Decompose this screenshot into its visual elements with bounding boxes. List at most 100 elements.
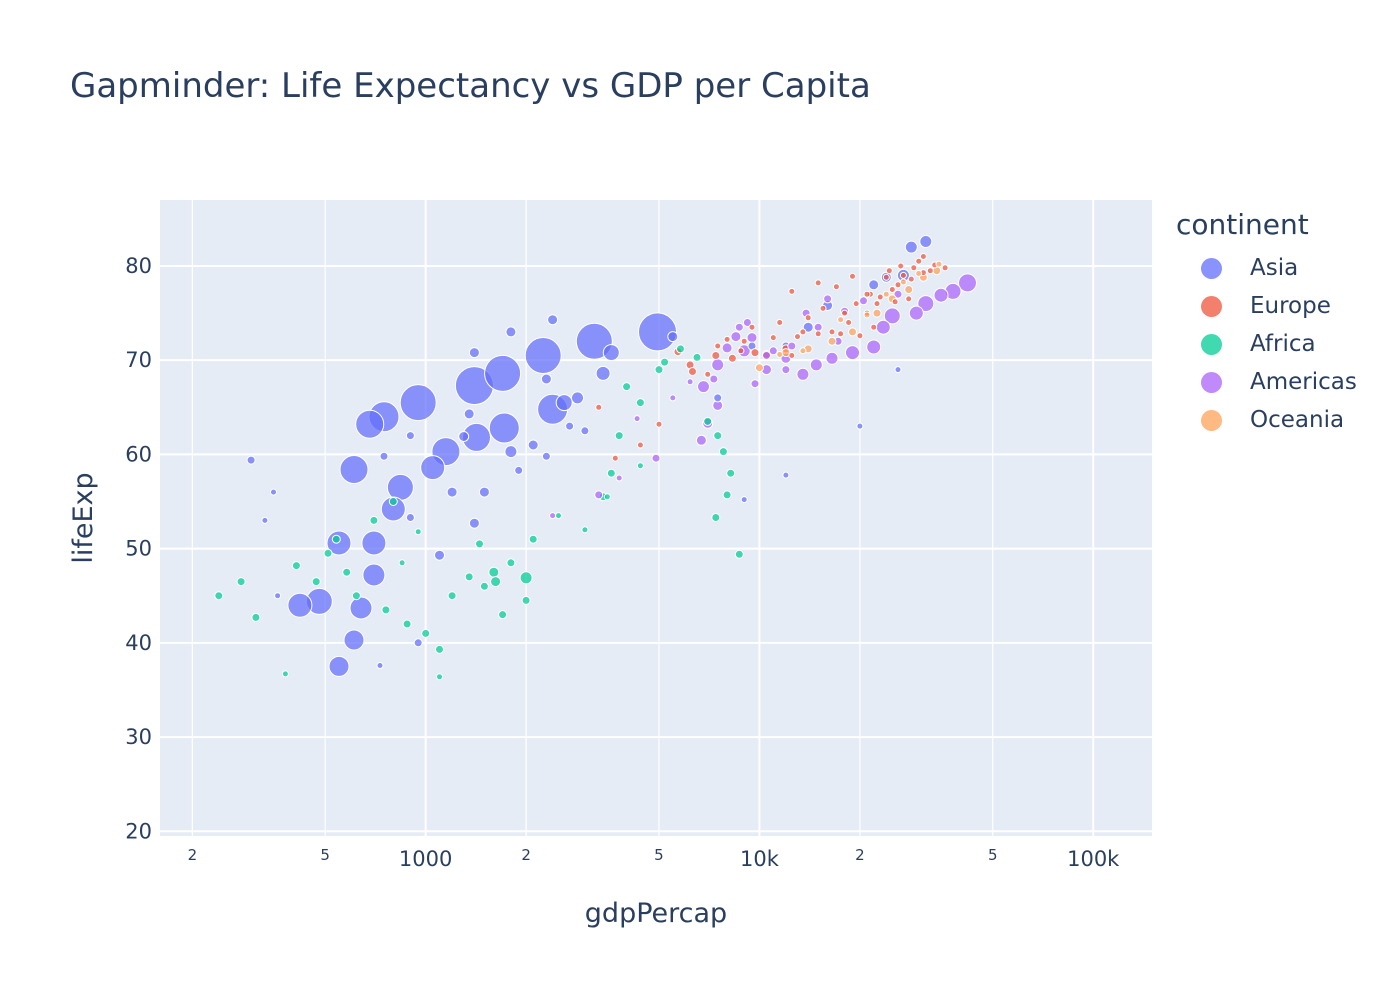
data-point-asia (478, 486, 490, 498)
data-point-europe (845, 319, 853, 326)
legend-label: Africa (1250, 331, 1316, 357)
legend-marker (1201, 371, 1222, 393)
data-point-asia (420, 455, 446, 481)
data-point-asia (361, 530, 387, 556)
data-point-africa (475, 539, 484, 549)
data-point-americas (709, 374, 719, 384)
legend-label: Oceania (1250, 407, 1345, 433)
data-point-africa (519, 571, 533, 585)
data-point-africa (490, 576, 502, 588)
data-point-africa (251, 612, 261, 622)
legend: continent Asia Europe Africa Americas Oceani… (1176, 208, 1357, 439)
legend-item-americas[interactable]: Americas (1176, 363, 1357, 401)
data-point-africa (388, 497, 398, 506)
data-point-europe (856, 332, 864, 340)
data-point-asia (904, 240, 918, 254)
data-point-asia (595, 365, 611, 381)
data-point-africa (606, 468, 616, 478)
y-tick-label: 30 (125, 725, 152, 749)
data-point-europe (819, 304, 827, 312)
data-point-asia (856, 422, 864, 430)
data-point-americas (825, 351, 839, 365)
data-point-africa (718, 447, 728, 457)
data-point-asia (463, 408, 475, 420)
data-point-asia (468, 517, 480, 529)
data-point-asia (782, 471, 790, 479)
ticks-layer: 20 30 40 50 60 70 80 1000 10k 100k 2 5 2 5 2 5 (125, 254, 1120, 871)
data-point-asia (343, 629, 365, 651)
data-point-europe (788, 352, 796, 359)
data-point-asia (405, 513, 415, 522)
data-point-asia (740, 496, 748, 504)
data-point-africa (692, 352, 702, 362)
data-point-oceania (872, 308, 882, 318)
data-point-americas (549, 512, 557, 520)
data-point-africa (398, 559, 406, 567)
data-point-europe (926, 267, 934, 275)
data-point-americas (695, 434, 707, 446)
data-point-americas (594, 490, 604, 500)
data-point-europe (750, 348, 760, 358)
data-point-africa (581, 526, 589, 534)
data-point-asia (246, 455, 256, 465)
data-point-americas (633, 415, 641, 423)
data-point-africa (506, 558, 516, 568)
data-point-asia (349, 596, 373, 620)
data-point-asia (505, 326, 517, 338)
legend-label: Europe (1250, 293, 1331, 319)
data-point-europe (814, 279, 822, 287)
data-point-americas (730, 331, 742, 343)
data-point-americas (845, 345, 860, 361)
data-point-europe (899, 271, 907, 279)
data-point-asia (376, 662, 384, 669)
data-point-europe (704, 370, 712, 378)
data-point-asia (571, 391, 584, 405)
data-point-europe (595, 403, 603, 411)
data-point-europe (852, 300, 860, 308)
data-point-europe (910, 264, 918, 272)
data-point-europe (897, 262, 905, 270)
legend-item-oceania[interactable]: Oceania (1176, 401, 1357, 439)
data-point-asia (540, 373, 552, 385)
data-point-oceania (899, 278, 907, 286)
x-minor-tick-label: 2 (855, 846, 865, 864)
legend-item-europe[interactable]: Europe (1176, 287, 1357, 325)
data-point-asia (328, 655, 350, 677)
data-point-africa (351, 591, 361, 601)
data-point-africa (722, 490, 732, 500)
data-point-asia (458, 431, 470, 442)
data-point-asia (527, 439, 539, 451)
data-point-europe (804, 314, 812, 322)
legend-item-asia[interactable]: Asia (1176, 249, 1357, 287)
data-point-europe (885, 267, 893, 275)
data-point-europe (919, 253, 927, 260)
data-point-africa (281, 670, 289, 678)
data-point-europe (849, 272, 856, 280)
data-point-africa (323, 548, 333, 558)
data-point-europe (905, 295, 913, 303)
data-point-oceania (863, 311, 871, 319)
data-point-americas (750, 379, 760, 389)
data-point-europe (907, 275, 915, 283)
data-point-asia (339, 455, 369, 484)
data-point-africa (713, 431, 723, 441)
data-point-americas (742, 318, 752, 327)
legend-item-africa[interactable]: Africa (1176, 325, 1357, 363)
data-point-europe (876, 293, 884, 301)
data-point-africa (291, 561, 301, 571)
data-point-oceania (799, 347, 807, 355)
data-point-americas (809, 358, 823, 372)
data-point-asia (484, 354, 522, 392)
data-point-europe (714, 342, 722, 350)
data-point-asia (446, 486, 458, 498)
data-point-americas (768, 346, 778, 356)
data-point-europe (737, 347, 745, 355)
data-point-asia (802, 321, 814, 333)
data-point-europe (873, 300, 881, 308)
data-point-americas (917, 295, 935, 313)
data-point-asia (638, 312, 677, 352)
data-point-africa (521, 595, 531, 605)
data-point-asia (580, 426, 590, 436)
data-point-oceania (837, 316, 845, 324)
data-point-asia (504, 445, 518, 459)
